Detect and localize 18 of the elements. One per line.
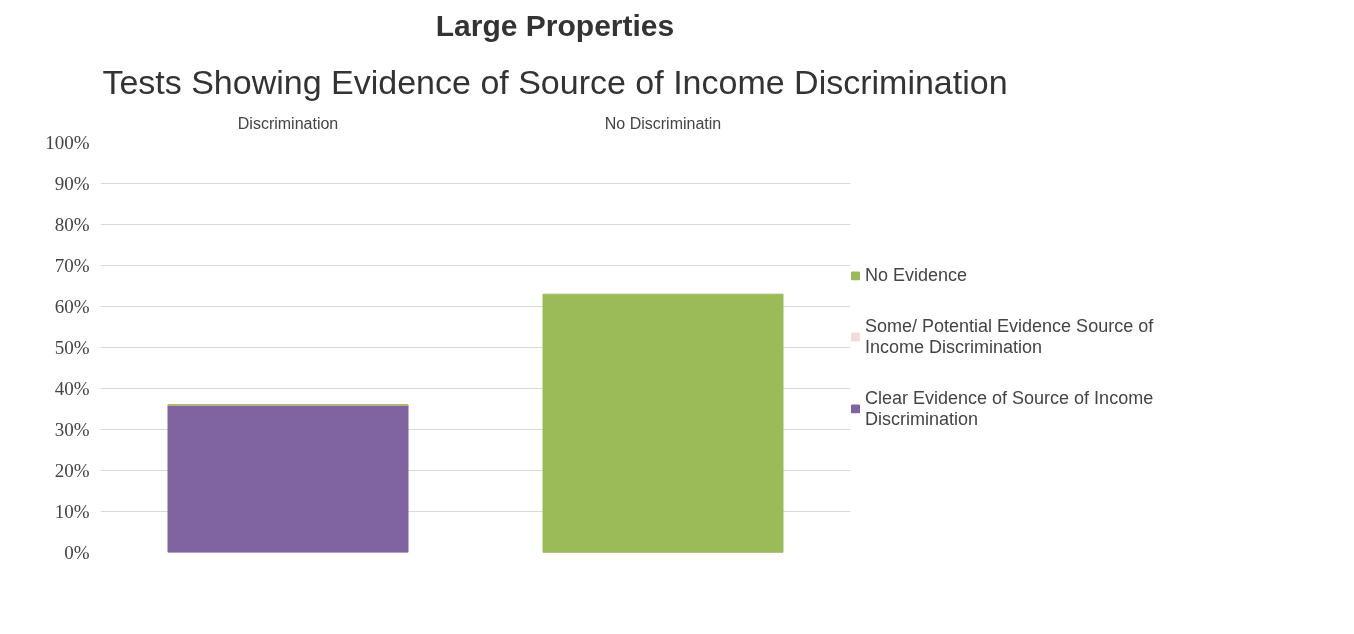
x-tick-label: No Discriminatin [604,114,722,132]
y-tick-label: 50% [54,337,90,359]
y-tick-label: 100% [45,132,90,154]
y-tick-label: 80% [54,214,90,236]
y-tick-label: 40% [54,378,90,400]
legend-label: Some/ Potential Evidence Source of Income Discrimination [865,315,1154,358]
y-tick-label: 60% [54,296,90,318]
y-tick-label: 20% [54,460,90,482]
chart-subtitle: Tests Showing Evidence of Source of Income Discrimination [102,61,1008,103]
x-tick-label: Discrimination [237,114,339,132]
chart-title: Large Properties [435,8,675,44]
legend-label: Clear Evidence of Source of Income Discrimination [865,387,1154,430]
y-tick-label: 30% [54,419,90,441]
legend-label: No Evidence [865,264,968,286]
y-tick-label: 90% [54,173,90,195]
y-tick-label: 0% [64,541,90,563]
y-tick-label: 10% [54,501,90,523]
y-tick-label: 70% [54,255,90,277]
